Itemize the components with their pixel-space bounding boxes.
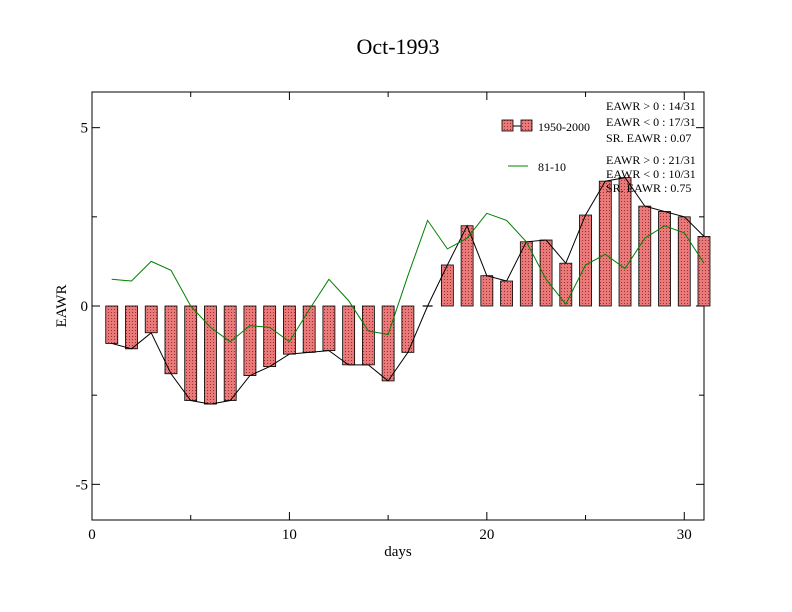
bar-day-8 [243, 305, 257, 376]
legend-item-1950-2000: 1950-2000 [501, 119, 590, 134]
bar-day-11 [302, 305, 316, 353]
bar-day-12 [322, 305, 336, 351]
legend-label-81-10: 81-10 [538, 160, 566, 174]
stat-1950-2000-positive: EAWR > 0 : 14/31 [606, 99, 696, 113]
bar-day-28 [638, 205, 652, 307]
bar-day-22 [519, 241, 533, 307]
bar-day-6 [204, 305, 217, 405]
bar-day-5 [184, 305, 198, 401]
stat-81-10-positive: EAWR > 0 : 21/31 [606, 153, 696, 167]
y-tick-label-5: 5 [81, 121, 89, 137]
bar-day-25 [579, 214, 592, 307]
bar-day-1 [105, 305, 119, 344]
y-tick-label-0: 0 [81, 299, 89, 315]
legend-swatch-bar [520, 119, 533, 132]
chart-title: Oct-1993 [356, 34, 439, 59]
stats-block: EAWR > 0 : 14/31 EAWR < 0 : 17/31 SR. EA… [606, 99, 696, 195]
x-axis-label: days [384, 544, 412, 560]
bars-1950-2000 [105, 177, 711, 405]
bar-day-14 [361, 305, 375, 366]
stat-1950-2000-negative: EAWR < 0 : 17/31 [606, 115, 696, 129]
bar-day-30 [677, 216, 691, 307]
bar-day-18 [440, 264, 454, 307]
bar-day-27 [618, 177, 632, 307]
x-tick-label-10: 10 [282, 527, 297, 543]
legend: 1950-2000 81-10 [501, 119, 590, 174]
x-tick-label-20: 20 [479, 527, 494, 543]
y-axis-label: EAWR [54, 285, 70, 328]
axis-ticks [91, 92, 704, 520]
legend-swatch-bar [501, 119, 514, 132]
bar-day-21 [500, 280, 513, 307]
stat-81-10-negative: EAWR < 0 : 10/31 [606, 167, 696, 181]
bar-day-20 [480, 275, 494, 307]
x-tick-label-0: 0 [88, 527, 96, 543]
bar-day-23 [539, 239, 553, 307]
bar-day-31 [697, 236, 711, 307]
bar-day-9 [263, 305, 277, 368]
bar-day-16 [401, 305, 415, 353]
bar-day-2 [125, 305, 138, 350]
x-tick-label-30: 30 [677, 527, 692, 543]
bar-day-7 [223, 305, 237, 401]
bar-day-10 [283, 305, 296, 355]
legend-item-81-10: 81-10 [508, 160, 566, 174]
bar-day-15 [381, 305, 395, 382]
y-tick-label-neg5: -5 [76, 477, 89, 493]
stat-1950-2000-sr: SR. EAWR : 0.07 [606, 131, 691, 145]
legend-label-1950-2000: 1950-2000 [538, 120, 590, 134]
bar-day-3 [144, 305, 158, 334]
bar-day-13 [342, 305, 356, 366]
line-81-10 [111, 212, 705, 343]
line-1950-2000 [111, 177, 705, 405]
stat-81-10-sr: SR. EAWR : 0.75 [606, 181, 691, 195]
bar-day-4 [164, 305, 178, 375]
bar-day-26 [598, 180, 612, 307]
